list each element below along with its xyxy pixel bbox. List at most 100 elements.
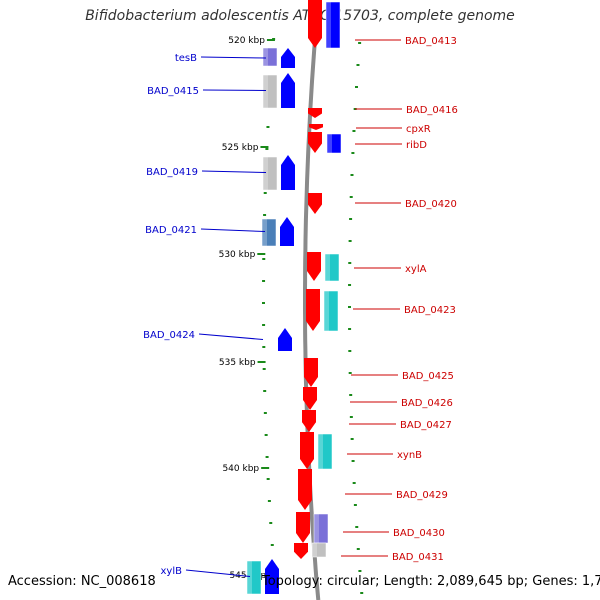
label-leader [200, 56, 267, 59]
gene-arrow [308, 132, 322, 153]
scale-tick [266, 126, 270, 128]
scale-label-tick [266, 39, 275, 41]
cog-box [317, 433, 333, 470]
cog-box [262, 156, 278, 191]
cog-box [246, 560, 262, 595]
cog-box [324, 253, 340, 282]
gene-label: tesB [175, 53, 197, 64]
cog-highlight [318, 434, 323, 469]
scale-label-tick [261, 467, 270, 469]
cog-highlight [324, 291, 329, 331]
gene-label: BAD_0429 [396, 490, 448, 501]
gene-label: BAD_0427 [400, 420, 452, 431]
gene-arrow [304, 358, 318, 387]
scale-tick [270, 544, 274, 546]
scale-label-tick [257, 361, 266, 363]
scale-label: 520 kbp [228, 36, 265, 46]
cog-box [326, 133, 342, 154]
scale-tick [348, 240, 352, 242]
gene-label: cpxR [406, 124, 431, 135]
scale-tick [360, 592, 364, 594]
gene-arrow [308, 193, 322, 214]
gene-label: BAD_0413 [405, 36, 457, 47]
gene-arrow [281, 73, 295, 108]
gene-arrow [309, 124, 323, 130]
scale-tick [352, 130, 356, 132]
cog-highlight [327, 134, 332, 153]
scale-tick [348, 328, 352, 330]
scale-tick [356, 64, 360, 66]
cog-box [262, 74, 278, 109]
scale-label: 525 kbp [222, 143, 259, 153]
scale-tick [267, 500, 271, 502]
scale-tick [262, 324, 266, 326]
cog-highlight [314, 514, 319, 543]
scale-tick [351, 460, 355, 462]
cog-highlight [326, 2, 331, 48]
gene-arrow [278, 328, 292, 351]
scale-tick [351, 152, 355, 154]
label-leader [201, 170, 267, 173]
label-leader [185, 569, 251, 577]
gene-label: BAD_0424 [143, 330, 195, 341]
cog-highlight [325, 254, 330, 281]
scale-tick [356, 548, 360, 550]
cog-box [323, 290, 339, 332]
gene-label: BAD_0415 [147, 86, 199, 97]
gene-arrow [265, 559, 279, 594]
scale-tick [355, 526, 359, 528]
gene-label: BAD_0425 [402, 371, 454, 382]
scale-label: 535 kbp [219, 358, 256, 368]
scale-tick [263, 412, 267, 414]
scale-tick [263, 192, 267, 194]
scale-tick [349, 416, 353, 418]
gene-arrow [281, 48, 295, 68]
scale-tick [265, 456, 269, 458]
gene-arrow [308, 108, 322, 118]
scale-tick [263, 390, 267, 392]
scale-tick [348, 350, 352, 352]
gene-label: xynB [397, 450, 422, 461]
gene-label: BAD_0430 [393, 528, 445, 539]
scale-label-tick [257, 253, 266, 255]
scale-label: 540 kbp [222, 464, 259, 474]
cog-highlight [263, 75, 268, 108]
scale-tick [349, 218, 353, 220]
scale-tick [353, 504, 357, 506]
scale-tick [354, 86, 358, 88]
gene-arrow [307, 252, 321, 281]
cog-highlight [312, 543, 317, 557]
gene-arrow [294, 543, 308, 559]
gene-arrow [281, 155, 295, 190]
scale-label-tick [260, 146, 269, 148]
gene-arrow [298, 469, 312, 510]
label-leader [200, 228, 266, 232]
gene-label: ribD [406, 140, 427, 151]
scale-tick [262, 258, 266, 260]
scale-tick [350, 174, 354, 176]
gene-label: BAD_0426 [401, 398, 453, 409]
cog-highlight [263, 48, 268, 66]
gene-label: BAD_0421 [145, 225, 197, 236]
cog-highlight [262, 219, 267, 246]
scale-tick [350, 438, 354, 440]
gene-label: BAD_0416 [406, 105, 458, 116]
cog-box [262, 47, 278, 67]
scale-tick [262, 302, 266, 304]
cog-highlight [263, 157, 268, 190]
scale-tick [263, 214, 267, 216]
scale-tick [352, 482, 356, 484]
cog-box [261, 218, 277, 247]
gene-arrow [306, 289, 320, 331]
scale-tick [348, 262, 352, 264]
scale-label: 530 kbp [219, 250, 256, 260]
scale-tick [358, 570, 362, 572]
label-leader [198, 333, 264, 340]
scale-tick [262, 280, 266, 282]
scale-tick [358, 42, 362, 44]
scale-tick [265, 148, 269, 150]
scale-tick [262, 346, 266, 348]
topology-text: Topology: circular; Length: 2,089,645 bp… [262, 574, 600, 589]
scale-tick [266, 478, 270, 480]
